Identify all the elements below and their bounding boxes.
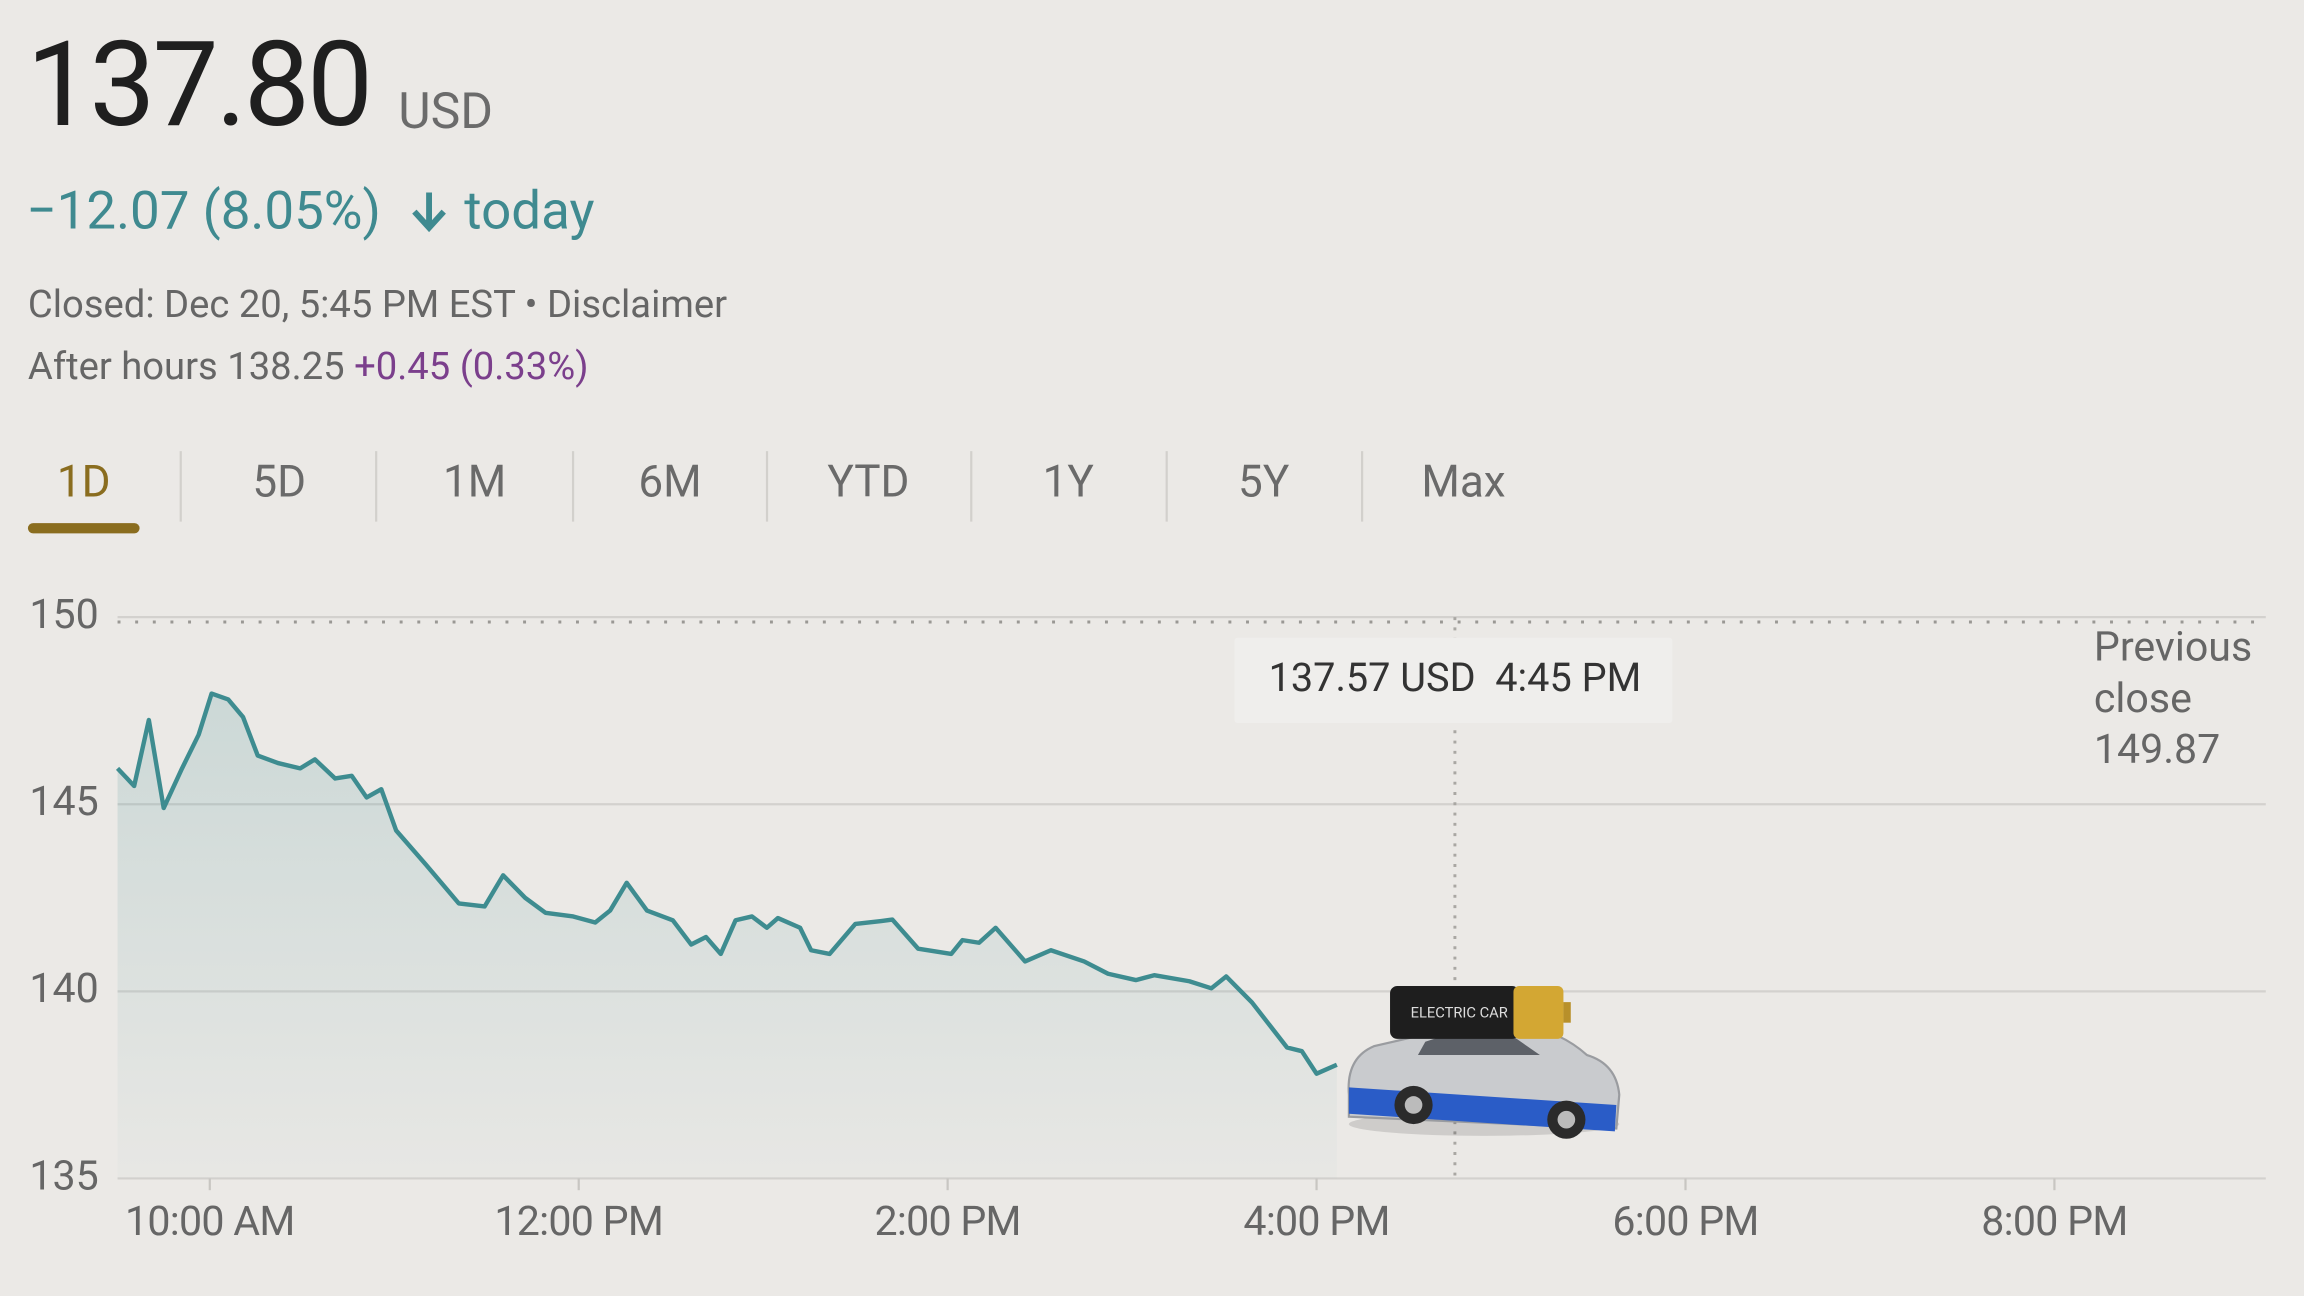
- tooltip-box: [1234, 637, 1673, 723]
- range-tab[interactable]: YTD: [827, 456, 909, 508]
- y-tick-label: 135: [29, 1152, 98, 1200]
- previous-close-label: close: [2094, 675, 2192, 723]
- price: 137.80: [26, 16, 370, 154]
- change: −12.07 (8.05%): [26, 179, 380, 241]
- tooltip-text: 137.57 USD 4:45 PM: [1269, 654, 1642, 701]
- previous-close-value: 149.87: [2094, 726, 2220, 774]
- range-tab[interactable]: 6M: [638, 456, 701, 508]
- battery-terminal: [1563, 1002, 1571, 1023]
- previous-close-label: Previous: [2094, 623, 2252, 671]
- range-tabs: 1D 5D 1M 6M YTD 1Y 5Y Max: [27, 451, 1506, 534]
- battery-body: [1390, 985, 1520, 1039]
- after-hours-change: +0.45 (0.33%): [354, 345, 588, 389]
- market-status: Closed: Dec 20, 5:45 PM EST • Disclaimer: [28, 283, 727, 327]
- y-tick-label: 150: [29, 591, 98, 639]
- x-tick-label: 4:00 PM: [1243, 1198, 1389, 1246]
- x-tick-label: 8:00 PM: [1981, 1198, 2127, 1246]
- change-suffix: today: [464, 179, 594, 241]
- range-tab[interactable]: 1M: [443, 456, 506, 508]
- x-tick-label: 10:00 AM: [125, 1198, 294, 1246]
- selected-tab-underline: [27, 523, 140, 534]
- range-tab[interactable]: 1D: [57, 456, 111, 508]
- car-illustration: ELECTRIC CAR: [1347, 985, 1621, 1139]
- car-hub: [1404, 1096, 1423, 1114]
- range-tab[interactable]: 5D: [252, 456, 306, 508]
- range-tab[interactable]: 5Y: [1238, 456, 1290, 508]
- range-tab[interactable]: 1Y: [1043, 456, 1095, 508]
- y-tick-label: 145: [29, 778, 98, 826]
- x-tick-label: 12:00 PM: [494, 1198, 663, 1246]
- car-hub: [1557, 1110, 1576, 1129]
- currency: USD: [398, 83, 493, 141]
- down-arrow: [412, 192, 446, 233]
- x-tick-label: 2:00 PM: [875, 1198, 1021, 1246]
- battery-cap: [1513, 985, 1564, 1039]
- range-tab[interactable]: Max: [1421, 456, 1505, 508]
- x-tick-label: 6:00 PM: [1612, 1198, 1758, 1246]
- price-area: [117, 693, 1337, 1179]
- y-tick-label: 140: [29, 965, 98, 1013]
- battery-label: ELECTRIC CAR: [1411, 1004, 1508, 1022]
- price-chart: 135 140 145 150 10:00 AM 12:00 PM 2:00 PM 4:00 …: [29, 591, 2266, 1246]
- after-hours: After hours 138.25 +0.45 (0.33%): [28, 345, 589, 389]
- after-hours-price: After hours 138.25: [28, 345, 345, 389]
- price-line: [115, 691, 1338, 1076]
